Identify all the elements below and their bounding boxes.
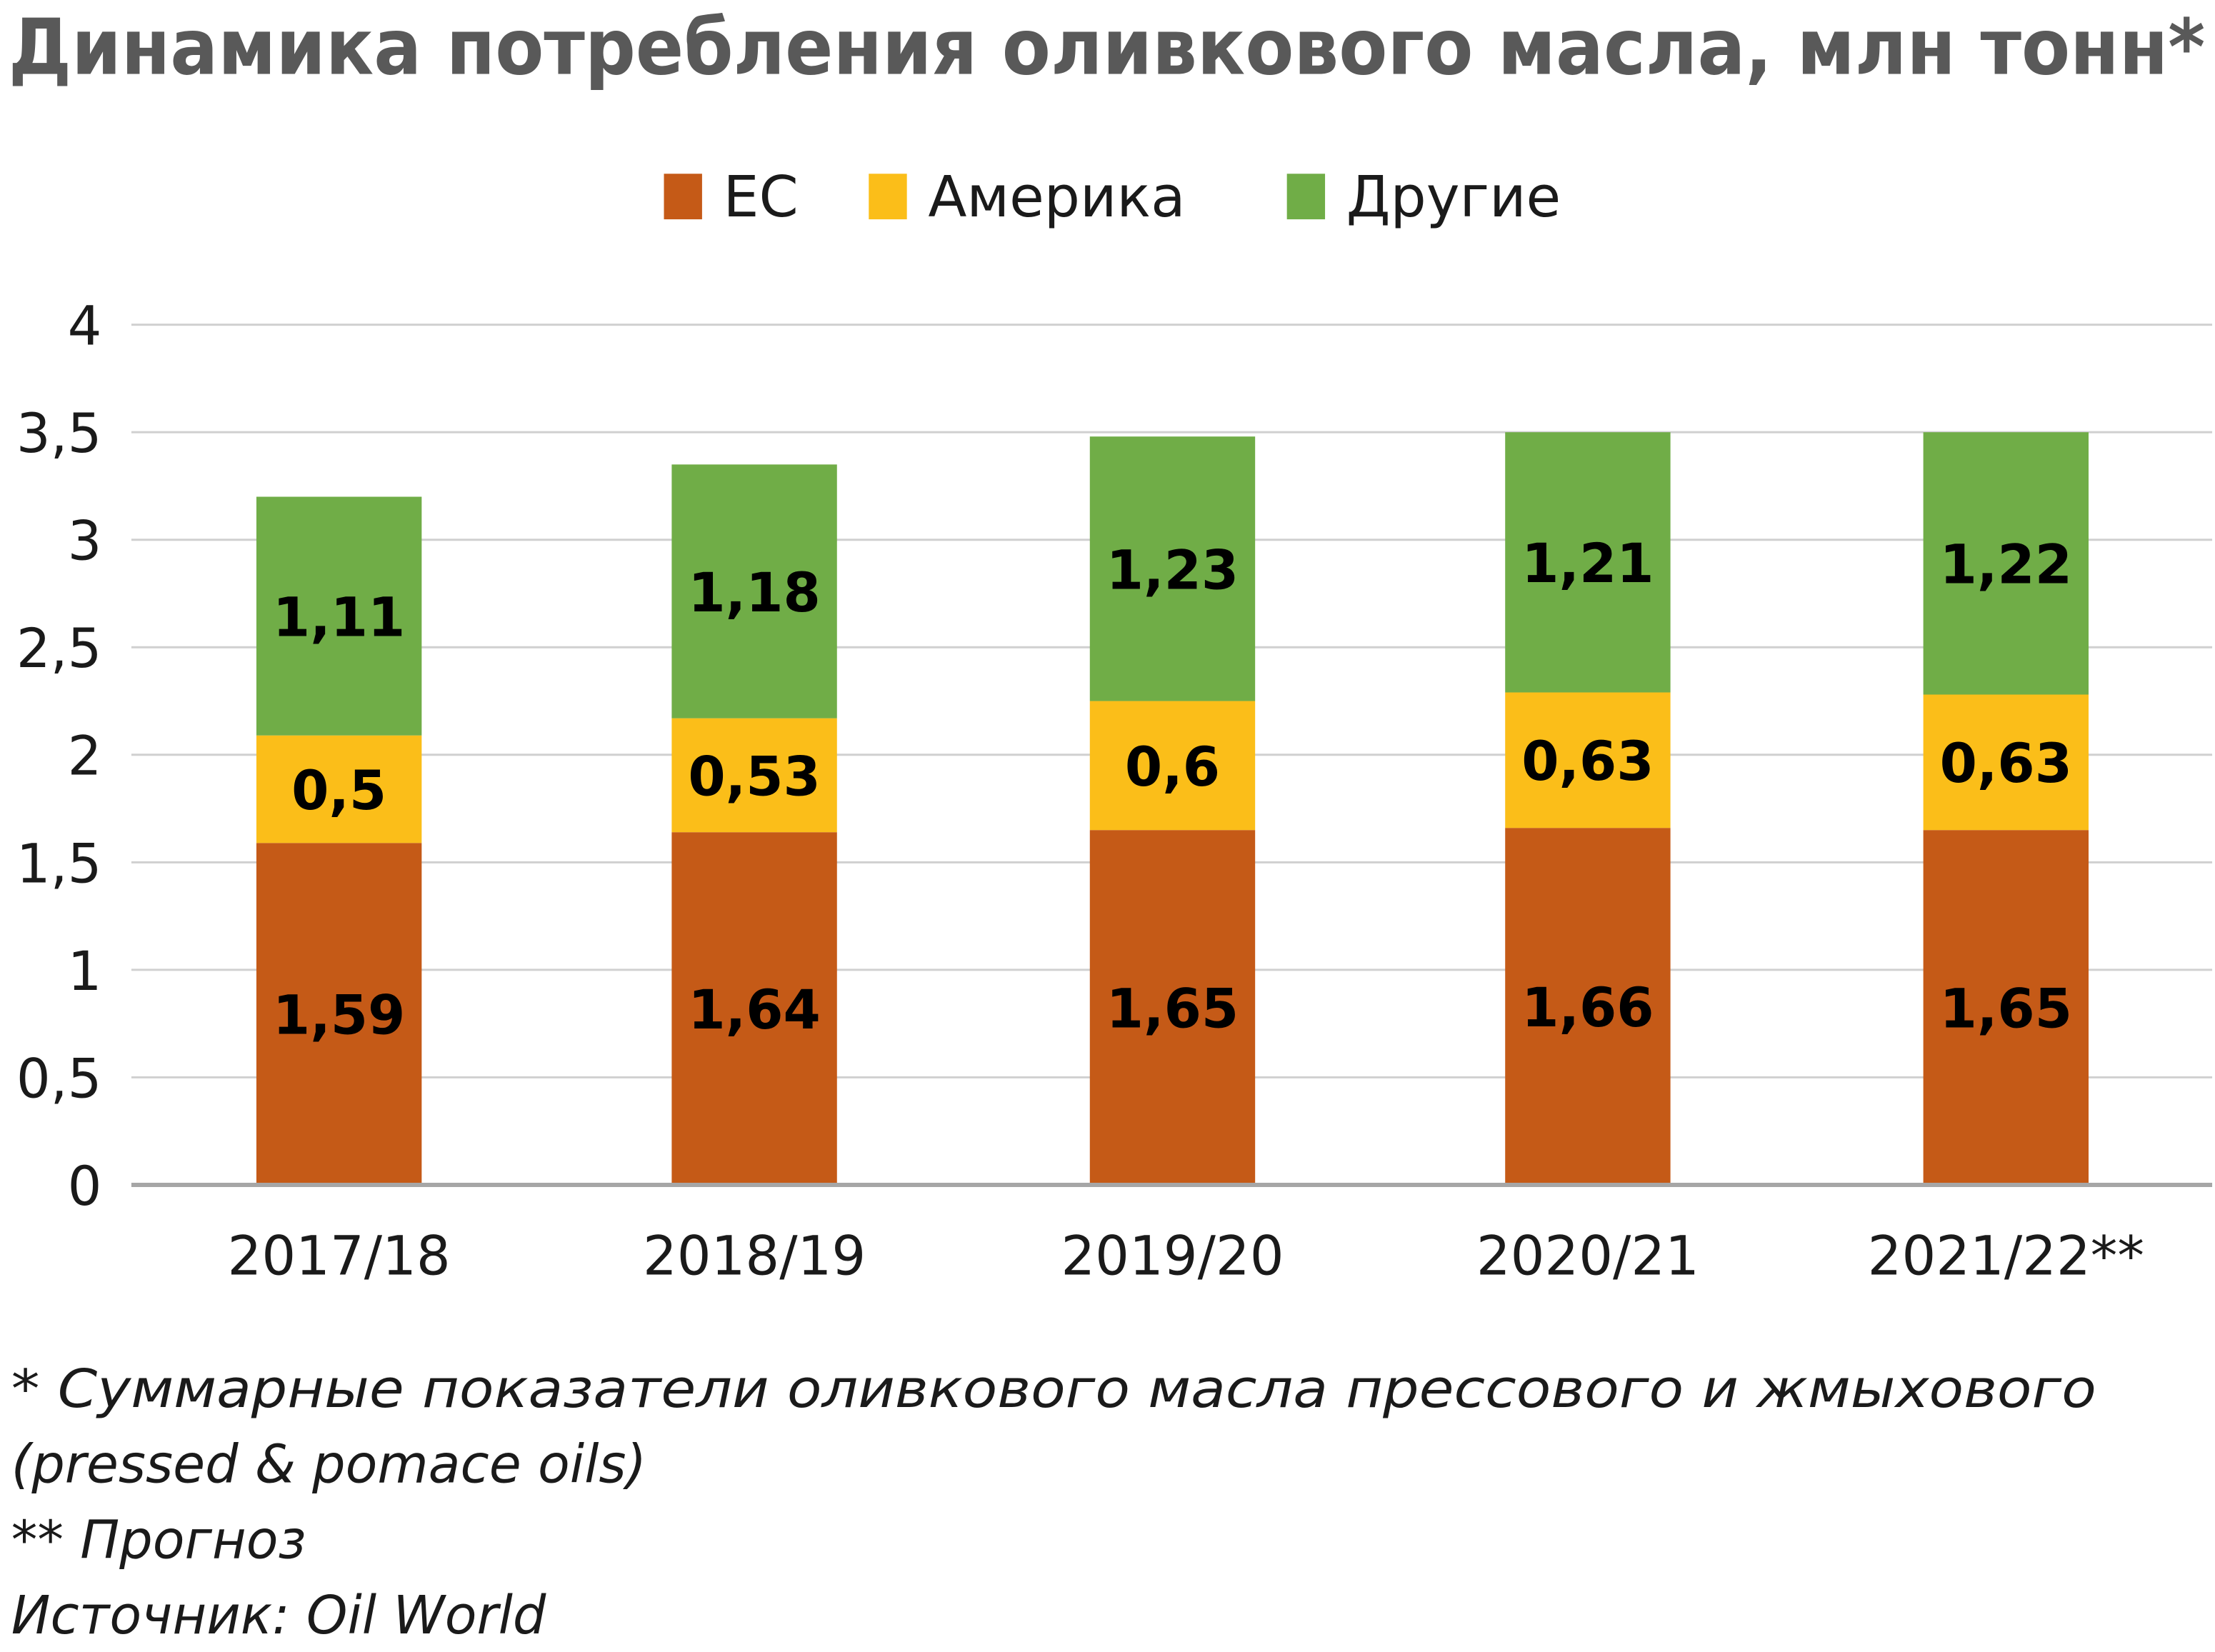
y-tick-label: 2 (68, 724, 102, 787)
footnote-1: * Суммарные показатели оливкового масла … (11, 1359, 2096, 1420)
y-tick-label: 2,5 (16, 617, 102, 680)
footnote-4: Источник: Oil World (11, 1586, 546, 1646)
footnote-2: (pressed & pomace oils) (11, 1434, 646, 1495)
y-tick-label: 0 (68, 1155, 102, 1218)
bar-segment (256, 843, 422, 1185)
x-tick-label: 2019/20 (1061, 1224, 1284, 1287)
data-label: 1,21 (1521, 532, 1654, 595)
bar-segment (671, 718, 837, 833)
legend-swatch (869, 174, 907, 220)
x-tick-label: 2017/18 (228, 1224, 451, 1287)
y-tick-label: 0,5 (16, 1047, 102, 1110)
data-label: 1,64 (688, 978, 820, 1041)
y-tick-label: 3,5 (16, 402, 102, 465)
x-tick-label: 2020/21 (1476, 1224, 1699, 1287)
chart-title: Динамика потребления оливкового масла, м… (9, 3, 2205, 93)
bar-segment (256, 735, 422, 843)
data-label: 1,23 (1106, 539, 1239, 601)
bar-stack: 1,65 0,63 1,22 (1923, 432, 2089, 1185)
legend-swatch (664, 174, 702, 220)
x-axis-ticks: 2017/18 2018/19 2019/20 2020/21 2021/22** (228, 1224, 2144, 1287)
bar-stack: 1,64 0,53 1,18 (671, 464, 837, 1185)
data-label: 1,65 (1106, 977, 1239, 1040)
bar-segment (1923, 830, 2089, 1185)
bar-segment (256, 496, 422, 736)
footnote-3: ** Прогноз (11, 1510, 306, 1571)
bars: 1,59 0,5 1,11 1,64 0,53 1,18 1,65 0,6 1,23 1,66 0,… (256, 432, 2089, 1185)
y-tick-label: 3 (68, 509, 102, 572)
data-label: 0,6 (1125, 735, 1220, 798)
x-tick-label: 2018/19 (643, 1224, 866, 1287)
legend-label: Другие (1346, 164, 1561, 230)
bar-segment (1089, 701, 1256, 831)
legend-label: Америка (928, 164, 1185, 230)
data-label: 0,5 (291, 759, 386, 822)
y-axis-ticks: 0 0,5 1 1,5 2 2,5 3 3,5 4 (16, 294, 102, 1218)
data-label: 1,59 (273, 983, 405, 1046)
data-label: 1,65 (1940, 977, 2072, 1040)
x-tick-label: 2021/22** (1868, 1224, 2144, 1287)
data-label: 1,11 (273, 586, 405, 649)
data-label: 0,63 (1940, 732, 2072, 795)
bar-segment (1505, 828, 1671, 1185)
y-tick-label: 4 (68, 294, 102, 357)
y-tick-label: 1,5 (16, 832, 102, 895)
y-tick-label: 1 (68, 940, 102, 1003)
bar-segment (1923, 432, 2089, 695)
bar-stack: 1,65 0,6 1,23 (1089, 436, 1256, 1185)
data-label: 1,18 (688, 561, 820, 624)
bar-segment (1923, 694, 2089, 831)
bar-stack: 1,66 0,63 1,21 (1505, 432, 1671, 1185)
data-label: 1,66 (1521, 976, 1654, 1039)
bar-segment (1505, 432, 1671, 693)
bar-segment (1089, 830, 1256, 1185)
legend-swatch (1286, 174, 1326, 220)
bar-segment (1089, 436, 1256, 701)
data-label: 0,53 (688, 745, 820, 808)
bar-segment (671, 832, 837, 1185)
legend: ЕС Америка Другие (664, 164, 1561, 230)
bar-stack: 1,59 0,5 1,11 (256, 496, 422, 1185)
legend-label: ЕС (724, 164, 799, 230)
footnotes: * Суммарные показатели оливкового масла … (11, 1359, 2096, 1646)
data-label: 1,22 (1940, 533, 2072, 596)
data-label: 0,63 (1521, 730, 1654, 793)
bar-segment (1505, 692, 1671, 828)
bar-segment (671, 464, 837, 719)
